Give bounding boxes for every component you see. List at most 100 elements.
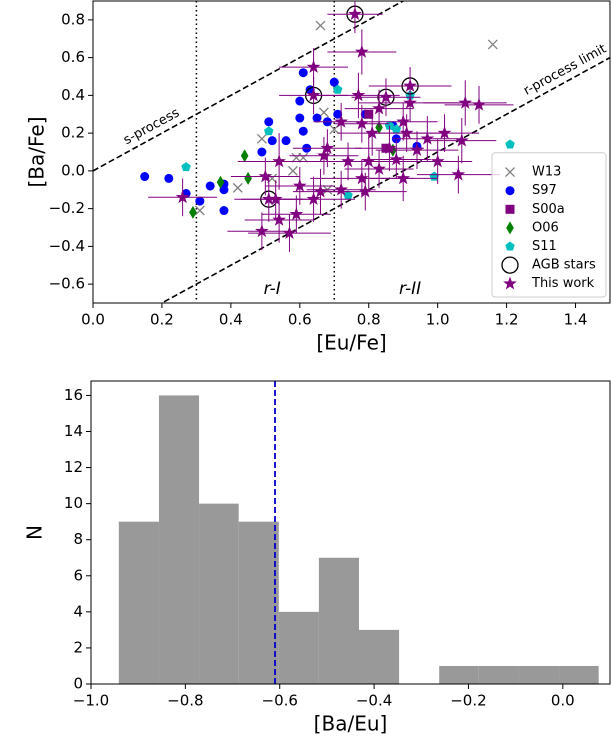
marker-circle	[264, 117, 274, 127]
marker-circle	[295, 113, 305, 123]
marker-circle	[195, 196, 205, 206]
reference-label: r-process limit	[521, 42, 609, 99]
legend-label: S00a	[532, 202, 565, 217]
histogram-bar	[478, 665, 519, 684]
marker-circle	[298, 126, 308, 136]
marker-circle	[312, 113, 322, 123]
marker-star	[354, 171, 369, 185]
legend-label: S97	[532, 183, 557, 198]
x-tick-label: −1.0	[73, 692, 109, 710]
x-tick-label: 0.8	[357, 311, 381, 329]
histogram-bar	[199, 503, 239, 684]
marker-star	[272, 212, 286, 226]
x-axis-label: [Ba/Eu]	[314, 712, 388, 736]
histogram-bar	[238, 521, 279, 684]
y-tick-label: 0.6	[61, 48, 85, 66]
threshold-label: r-II	[399, 279, 421, 299]
marker-star	[430, 154, 445, 168]
marker-star	[354, 44, 369, 58]
marker-star	[313, 184, 328, 198]
x-tick-label: −0.4	[356, 692, 392, 710]
marker-star	[306, 59, 321, 73]
marker-star	[289, 207, 304, 221]
legend-box	[491, 152, 607, 298]
y-tick-label: 10	[64, 494, 83, 512]
marker-star	[175, 190, 190, 204]
marker-star	[472, 97, 486, 111]
marker-star	[334, 182, 349, 196]
marker-circle	[333, 109, 343, 119]
marker-star	[420, 131, 435, 145]
marker-star	[372, 161, 386, 175]
x-tick-label: −0.8	[167, 692, 203, 710]
marker-pentagon	[343, 190, 353, 200]
marker-circle	[295, 96, 305, 106]
marker-diamond	[240, 149, 249, 163]
x-tick-label: 0.0	[81, 311, 105, 329]
marker-circle	[219, 206, 229, 216]
x-axis-label: [Eu/Fe]	[316, 331, 386, 355]
marker-star	[268, 191, 283, 206]
marker-star	[341, 154, 355, 168]
marker-star	[261, 191, 276, 206]
marker-star	[365, 125, 380, 139]
marker-star	[255, 224, 269, 238]
marker-x	[256, 133, 267, 144]
y-tick-label: −0.2	[49, 199, 85, 217]
plot-area	[93, 1, 610, 303]
marker-star	[306, 88, 321, 102]
marker-pentagon	[384, 120, 395, 130]
reference-line	[160, 56, 610, 303]
x-tick-label: 1.0	[426, 311, 450, 329]
marker-star	[317, 148, 331, 162]
marker-square	[364, 109, 374, 119]
y-tick-label: −0.6	[49, 275, 85, 293]
marker-x	[329, 124, 340, 135]
y-tick-label: 14	[64, 422, 83, 440]
marker-star	[361, 154, 376, 168]
x-tick-label: 1.2	[495, 311, 519, 329]
marker-star	[354, 116, 369, 130]
legend-label: AGB stars	[532, 258, 596, 273]
x-tick-label: 0.4	[219, 311, 243, 329]
marker-star	[410, 142, 424, 156]
marker-star	[437, 125, 452, 139]
marker-diamond	[189, 205, 197, 219]
histogram-bar	[158, 395, 200, 684]
marker-star	[320, 141, 335, 155]
marker-star	[382, 141, 397, 155]
marker-x	[194, 205, 205, 216]
y-tick-label: 6	[73, 566, 83, 584]
marker-star	[389, 152, 404, 166]
marker-circle	[140, 172, 150, 182]
marker-star	[372, 101, 386, 115]
marker-star	[454, 133, 469, 147]
marker-star	[272, 154, 286, 168]
marker-star	[282, 225, 297, 239]
histogram-bar	[559, 665, 599, 684]
marker-star	[396, 171, 411, 185]
marker-diamond	[244, 171, 252, 185]
histogram-bar	[318, 557, 359, 684]
marker-star	[403, 95, 417, 109]
marker-circle	[298, 68, 308, 78]
y-axis-label: N	[23, 525, 47, 540]
marker-star	[403, 78, 417, 92]
y-tick-label: 16	[64, 386, 83, 404]
histogram-bar	[518, 665, 560, 684]
marker-circle	[164, 173, 174, 183]
marker-star	[334, 114, 349, 128]
y-tick-label: 2	[73, 638, 83, 656]
y-tick-label: 0.0	[61, 161, 85, 179]
marker-x	[287, 165, 298, 176]
marker-pentagon	[332, 84, 343, 94]
legend-label: S11	[532, 239, 557, 254]
marker-x	[318, 107, 329, 118]
marker-pentagon	[391, 124, 402, 134]
marker-x	[315, 20, 326, 31]
marker-circle	[267, 136, 277, 146]
marker-pentagon	[264, 126, 274, 136]
marker-circle	[257, 147, 267, 157]
x-tick-label: −0.6	[262, 692, 298, 710]
